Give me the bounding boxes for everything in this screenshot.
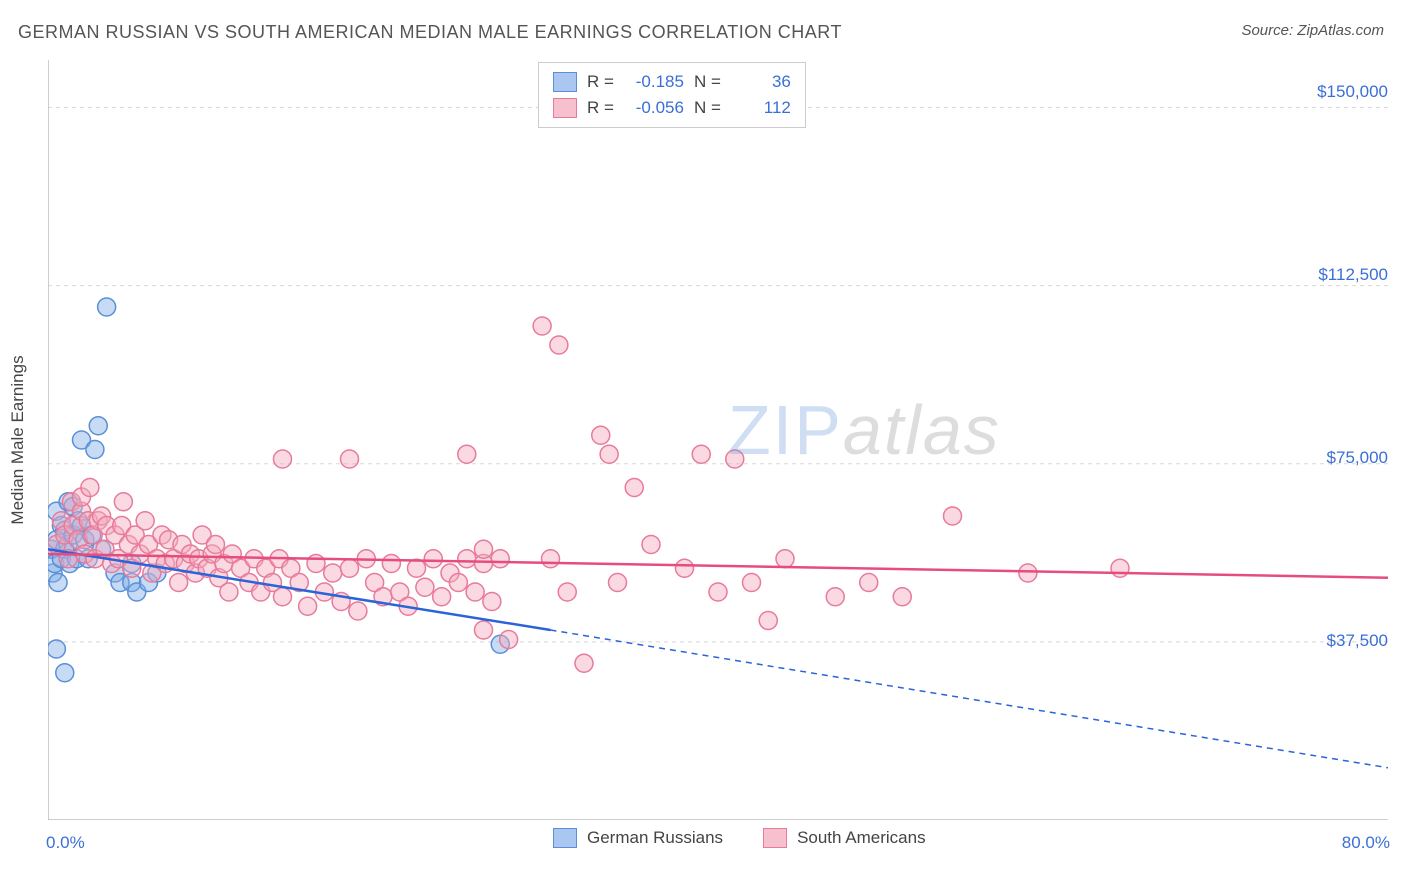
legend-item: South Americans xyxy=(763,828,926,848)
r-label: R = xyxy=(587,98,614,118)
n-label: N = xyxy=(694,72,721,92)
legend-item: German Russians xyxy=(553,828,723,848)
x-tick-label: 80.0% xyxy=(1342,833,1390,853)
chart-title: GERMAN RUSSIAN VS SOUTH AMERICAN MEDIAN … xyxy=(18,22,842,43)
n-value: 36 xyxy=(731,72,791,92)
legend-swatch-icon xyxy=(553,98,577,118)
legend-label: German Russians xyxy=(587,828,723,848)
r-value: -0.056 xyxy=(624,98,684,118)
y-tick-label: $75,000 xyxy=(1327,448,1388,468)
legend-swatch-icon xyxy=(553,72,577,92)
n-label: N = xyxy=(694,98,721,118)
legend-row: R = -0.185 N = 36 xyxy=(553,69,791,95)
correlation-legend: R = -0.185 N = 36 R = -0.056 N = 112 xyxy=(538,62,806,128)
y-tick-label: $150,000 xyxy=(1317,82,1388,102)
series-legend: German Russians South Americans xyxy=(553,828,926,848)
y-tick-label: $37,500 xyxy=(1327,631,1388,651)
y-tick-label: $112,500 xyxy=(1318,265,1388,285)
r-value: -0.185 xyxy=(624,72,684,92)
y-axis-label: Median Male Earnings xyxy=(8,355,28,524)
chart-area: Median Male Earnings ZIPatlas R = -0.185… xyxy=(48,60,1388,820)
scatter-plot xyxy=(48,60,1388,820)
legend-row: R = -0.056 N = 112 xyxy=(553,95,791,121)
source-attribution: Source: ZipAtlas.com xyxy=(1241,22,1384,39)
x-tick-label: 0.0% xyxy=(46,833,85,853)
legend-label: South Americans xyxy=(797,828,926,848)
n-value: 112 xyxy=(731,98,791,118)
legend-swatch-icon xyxy=(553,828,577,848)
legend-swatch-icon xyxy=(763,828,787,848)
r-label: R = xyxy=(587,72,614,92)
